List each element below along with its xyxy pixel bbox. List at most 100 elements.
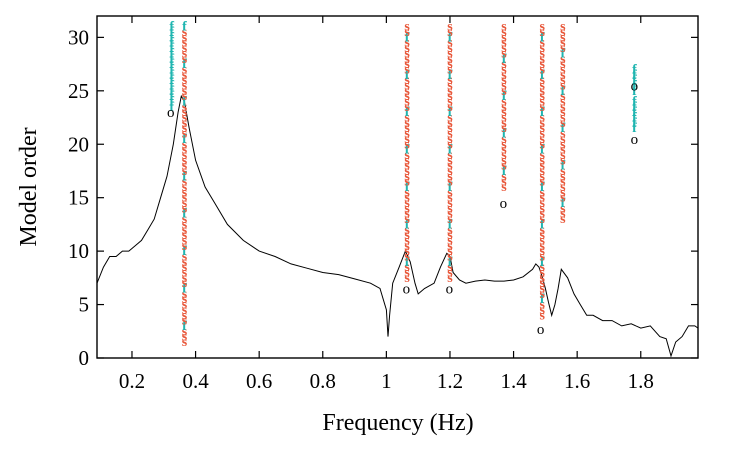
stable-pole-mark: s: [560, 36, 566, 51]
stable-pole-mark: s: [182, 89, 188, 104]
stable-pole-mark: s: [182, 121, 188, 136]
freq-stable-pole-mark: f: [502, 89, 507, 104]
stable-pole-mark: s: [182, 46, 188, 61]
stable-pole-mark: s: [182, 41, 188, 56]
freq-stable-pole-mark: f: [448, 255, 453, 270]
stable-pole-mark: s: [404, 46, 410, 61]
stable-pole-mark: s: [447, 62, 453, 77]
freq-stable-pole-mark: f: [632, 73, 637, 88]
freq-stable-pole-mark: f: [502, 127, 507, 142]
stable-pole-mark: s: [182, 143, 188, 158]
stable-pole-mark: s: [539, 137, 545, 152]
pole-column: o: [167, 105, 175, 121]
stable-pole-mark: s: [447, 78, 453, 93]
stable-pole-mark: s: [447, 132, 453, 147]
stable-pole-mark: s: [182, 223, 188, 238]
stable-pole-mark: s: [447, 111, 453, 126]
stable-pole-mark: s: [404, 52, 410, 67]
freq-stable-pole-mark: f: [182, 207, 187, 222]
stable-pole-mark: s: [501, 62, 507, 77]
stable-pole-mark: s: [539, 212, 545, 227]
stable-pole-mark: s: [182, 260, 188, 275]
freq-stable-pole-mark: f: [540, 180, 545, 195]
stable-pole-mark: s: [182, 255, 188, 270]
stable-pole-mark: s: [447, 260, 453, 275]
stable-pole-mark: s: [560, 132, 566, 147]
freq-stable-pole-mark: f: [405, 180, 410, 195]
stable-pole-mark: s: [539, 111, 545, 126]
stable-pole-mark: s: [404, 185, 410, 200]
stable-pole-mark: s: [182, 308, 188, 323]
stable-pole-mark: s: [447, 271, 453, 286]
freq-stable-pole-mark: f: [169, 95, 174, 110]
stable-pole-mark: s: [539, 20, 545, 35]
stable-pole-mark: s: [182, 185, 188, 200]
freq-stable-pole-mark: f: [448, 217, 453, 232]
stable-pole-mark: s: [539, 153, 545, 168]
stable-pole-mark: s: [182, 314, 188, 329]
freq-stable-pole-mark: f: [561, 121, 566, 136]
freq-stable-pole-mark: f: [182, 95, 187, 110]
stable-pole-mark: s: [539, 298, 545, 313]
stable-pole-mark: s: [182, 62, 188, 77]
stable-pole-mark: s: [404, 164, 410, 179]
stable-pole-mark: s: [539, 148, 545, 163]
stable-pole-mark: s: [501, 137, 507, 152]
freq-stable-pole-mark: f: [169, 89, 174, 104]
y-tick-label: 0: [79, 346, 90, 370]
stable-pole-mark: s: [447, 89, 453, 104]
x-tick-label: 1: [381, 369, 392, 393]
stable-pole-mark: s: [447, 41, 453, 56]
stable-pole-mark: s: [182, 191, 188, 206]
stable-pole-mark: s: [560, 100, 566, 115]
x-tick-label: 0.4: [182, 369, 209, 393]
stable-pole-mark: s: [447, 121, 453, 136]
pole-column: o: [537, 322, 545, 338]
pole-column: o: [631, 78, 639, 94]
freq-stable-pole-mark: f: [169, 84, 174, 99]
stable-pole-mark: s: [560, 89, 566, 104]
stable-pole-mark: s: [404, 95, 410, 110]
stable-pole-mark: s: [539, 36, 545, 51]
stable-pole-mark: s: [404, 57, 410, 72]
stable-pole-mark: s: [182, 73, 188, 88]
y-axis-title: Model order: [16, 127, 42, 246]
stable-pole-mark: s: [560, 78, 566, 93]
new-pole-mark: o: [537, 322, 545, 338]
stable-pole-mark: s: [539, 169, 545, 184]
stable-pole-mark: s: [539, 89, 545, 104]
stable-pole-mark: s: [182, 52, 188, 67]
stable-pole-mark: s: [447, 266, 453, 281]
stable-pole-mark: s: [447, 233, 453, 248]
spectrum-layer: [97, 94, 698, 358]
stable-pole-mark: s: [447, 116, 453, 131]
freq-stable-pole-mark: f: [540, 217, 545, 232]
stable-pole-mark: s: [182, 212, 188, 227]
stable-pole-mark: s: [182, 330, 188, 345]
freq-stable-pole-mark: f: [169, 20, 174, 35]
stable-pole-mark: s: [539, 207, 545, 222]
stable-pole-mark: s: [447, 164, 453, 179]
stable-pole-mark: s: [447, 52, 453, 67]
stable-pole-mark: s: [539, 127, 545, 142]
stable-pole-mark: s: [404, 137, 410, 152]
freq-stable-pole-mark: f: [540, 105, 545, 120]
new-pole-mark: o: [403, 282, 411, 298]
stable-pole-mark: s: [560, 164, 566, 179]
stable-pole-mark: s: [404, 78, 410, 93]
stable-pole-mark: s: [539, 249, 545, 264]
stable-pole-mark: s: [539, 175, 545, 190]
stable-pole-mark: s: [447, 100, 453, 115]
pole-column: sssfssssssfssssssfssssssfssssssfssssssfs…: [447, 20, 453, 286]
stable-pole-mark: s: [501, 148, 507, 163]
stable-pole-mark: s: [539, 84, 545, 99]
x-tick-labels: 0.2 0.4 0.6 0.8 1 1.2 1.4 1.6 1.8: [119, 369, 654, 393]
y-tick-label: 15: [68, 186, 89, 210]
stable-pole-mark: s: [501, 153, 507, 168]
freq-stable-pole-mark: f: [448, 143, 453, 158]
stable-pole-mark: s: [404, 169, 410, 184]
freq-stable-pole-mark: f: [405, 30, 410, 45]
